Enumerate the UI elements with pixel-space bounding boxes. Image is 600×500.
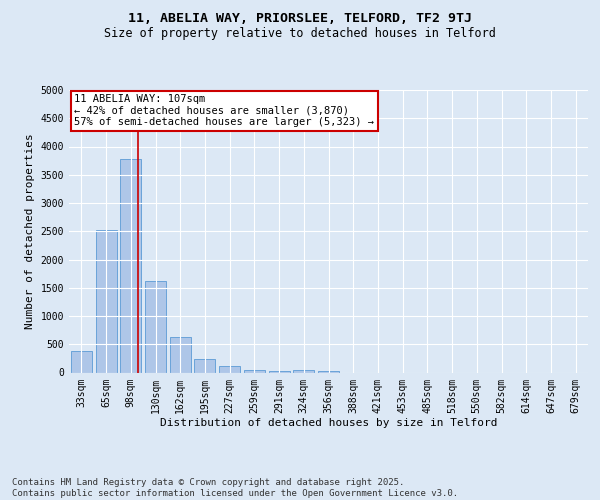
Bar: [71, 352, 92, 372]
Bar: [269, 371, 290, 372]
X-axis label: Distribution of detached houses by size in Telford: Distribution of detached houses by size …: [160, 418, 497, 428]
Text: Size of property relative to detached houses in Telford: Size of property relative to detached ho…: [104, 28, 496, 40]
Text: Contains HM Land Registry data © Crown copyright and database right 2025.
Contai: Contains HM Land Registry data © Crown c…: [12, 478, 458, 498]
Bar: [145, 280, 166, 372]
Text: 11 ABELIA WAY: 107sqm
← 42% of detached houses are smaller (3,870)
57% of semi-d: 11 ABELIA WAY: 107sqm ← 42% of detached …: [74, 94, 374, 128]
Bar: [219, 366, 240, 372]
Bar: [120, 159, 141, 372]
Bar: [170, 337, 191, 372]
Text: 11, ABELIA WAY, PRIORSLEE, TELFORD, TF2 9TJ: 11, ABELIA WAY, PRIORSLEE, TELFORD, TF2 …: [128, 12, 472, 26]
Bar: [244, 370, 265, 372]
Y-axis label: Number of detached properties: Number of detached properties: [25, 134, 35, 329]
Bar: [293, 370, 314, 372]
Bar: [95, 230, 116, 372]
Bar: [194, 359, 215, 372]
